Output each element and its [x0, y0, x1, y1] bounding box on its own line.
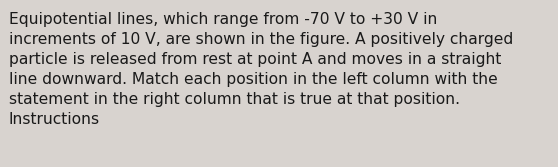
Text: Equipotential lines, which range from -70 V to +30 V in
increments of 10 V, are : Equipotential lines, which range from -7… — [9, 12, 513, 127]
